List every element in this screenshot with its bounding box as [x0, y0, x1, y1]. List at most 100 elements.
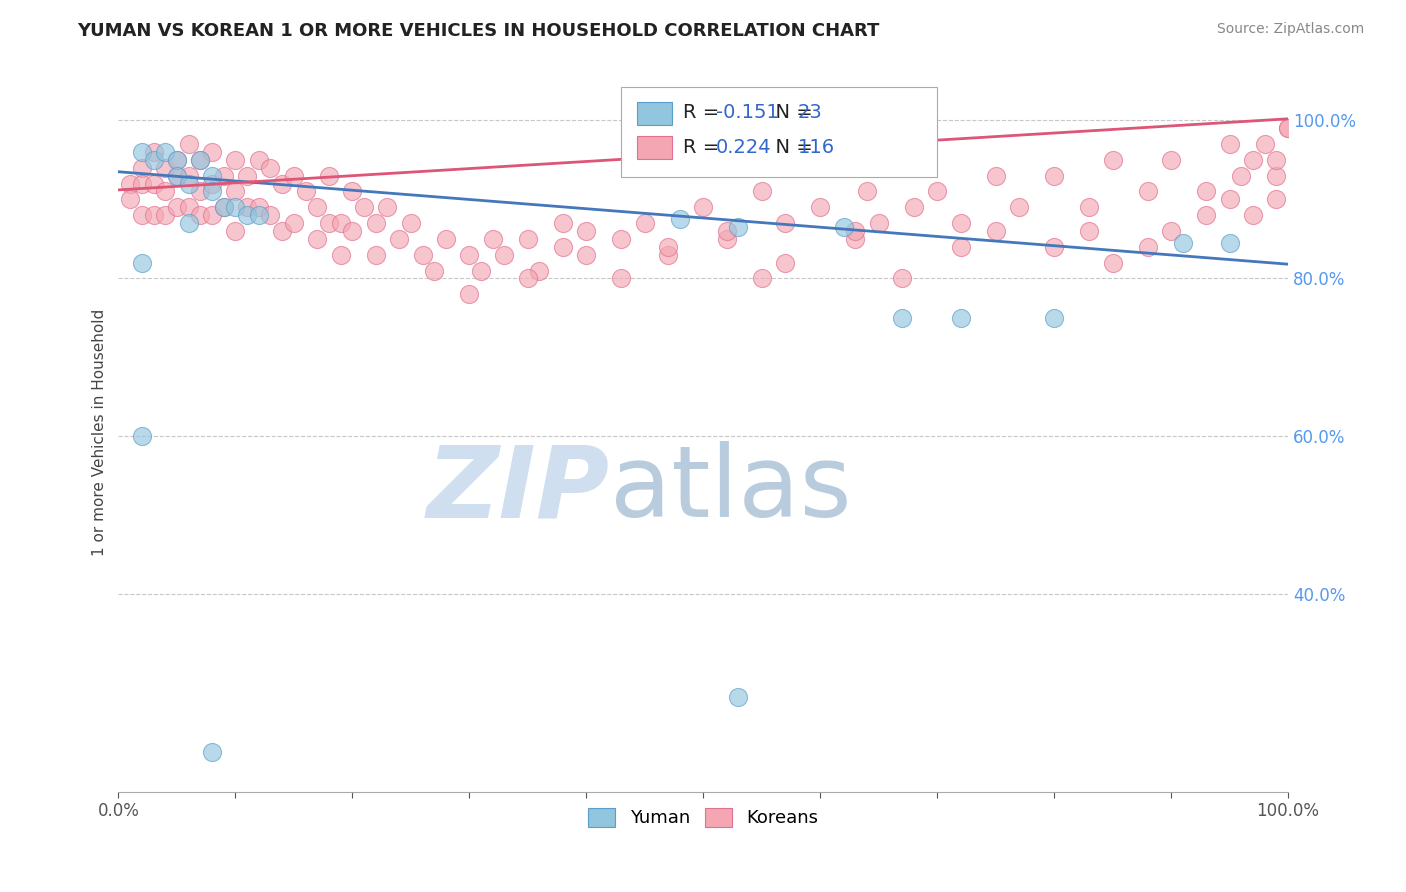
Point — [271, 177, 294, 191]
Point — [481, 232, 503, 246]
Point — [166, 153, 188, 167]
Point — [166, 169, 188, 183]
Point — [259, 161, 281, 175]
Text: ZIP: ZIP — [426, 442, 610, 539]
Point — [434, 232, 457, 246]
Point — [342, 224, 364, 238]
Point — [1277, 121, 1299, 136]
Point — [1241, 153, 1264, 167]
Point — [1241, 208, 1264, 222]
Point — [1160, 153, 1182, 167]
Point — [1265, 169, 1288, 183]
Point — [377, 200, 399, 214]
Point — [364, 216, 387, 230]
FancyBboxPatch shape — [621, 87, 938, 178]
Point — [224, 185, 246, 199]
Point — [201, 177, 224, 191]
Point — [201, 185, 224, 199]
Point — [318, 169, 340, 183]
Point — [155, 145, 177, 159]
Point — [188, 153, 211, 167]
Text: R =: R = — [683, 103, 725, 122]
Point — [212, 200, 235, 214]
Point — [458, 248, 481, 262]
Point — [949, 240, 972, 254]
Point — [142, 177, 165, 191]
Point — [669, 212, 692, 227]
Point — [1160, 224, 1182, 238]
FancyBboxPatch shape — [637, 136, 672, 160]
Text: 23: 23 — [799, 103, 823, 122]
Point — [551, 240, 574, 254]
Y-axis label: 1 or more Vehicles in Household: 1 or more Vehicles in Household — [93, 309, 107, 556]
Point — [388, 232, 411, 246]
Point — [1218, 137, 1240, 152]
Text: atlas: atlas — [610, 442, 851, 539]
Point — [727, 690, 749, 705]
Point — [155, 161, 177, 175]
Text: 0.224: 0.224 — [716, 137, 772, 156]
Point — [773, 216, 796, 230]
Point — [751, 271, 773, 285]
Point — [516, 271, 538, 285]
Point — [1218, 193, 1240, 207]
Point — [494, 248, 516, 262]
Point — [891, 271, 914, 285]
Point — [247, 208, 270, 222]
Point — [131, 177, 153, 191]
Point — [610, 232, 633, 246]
Point — [927, 185, 949, 199]
Point — [516, 232, 538, 246]
Point — [142, 145, 165, 159]
Point — [188, 185, 211, 199]
Point — [155, 208, 177, 222]
Point — [1078, 200, 1101, 214]
Point — [751, 185, 773, 199]
Point — [283, 216, 305, 230]
Point — [1171, 235, 1194, 250]
Point — [949, 216, 972, 230]
Point — [259, 208, 281, 222]
Point — [342, 185, 364, 199]
Point — [142, 153, 165, 167]
Point — [1008, 200, 1031, 214]
Point — [716, 224, 738, 238]
Point — [177, 169, 200, 183]
Point — [212, 169, 235, 183]
Point — [657, 248, 679, 262]
Point — [131, 161, 153, 175]
Point — [247, 153, 270, 167]
Point — [610, 271, 633, 285]
Point — [856, 185, 879, 199]
Point — [1218, 235, 1240, 250]
Point — [236, 208, 259, 222]
Point — [188, 208, 211, 222]
Point — [423, 263, 446, 277]
Point — [727, 220, 749, 235]
Point — [984, 224, 1007, 238]
Point — [271, 224, 294, 238]
Point — [224, 153, 246, 167]
Point — [949, 310, 972, 325]
Point — [716, 232, 738, 246]
Point — [131, 145, 153, 159]
Point — [188, 153, 211, 167]
Point — [575, 224, 598, 238]
Point — [177, 137, 200, 152]
Point — [1230, 169, 1253, 183]
Point — [575, 248, 598, 262]
Point — [808, 200, 831, 214]
Point — [1101, 153, 1123, 167]
Text: N =: N = — [763, 103, 818, 122]
Point — [692, 200, 714, 214]
Point — [177, 177, 200, 191]
Point — [283, 169, 305, 183]
Point — [120, 177, 142, 191]
Point — [201, 746, 224, 760]
Point — [844, 224, 866, 238]
Point — [470, 263, 492, 277]
Point — [201, 169, 224, 183]
Point — [984, 169, 1007, 183]
Point — [131, 429, 153, 443]
Point — [412, 248, 434, 262]
